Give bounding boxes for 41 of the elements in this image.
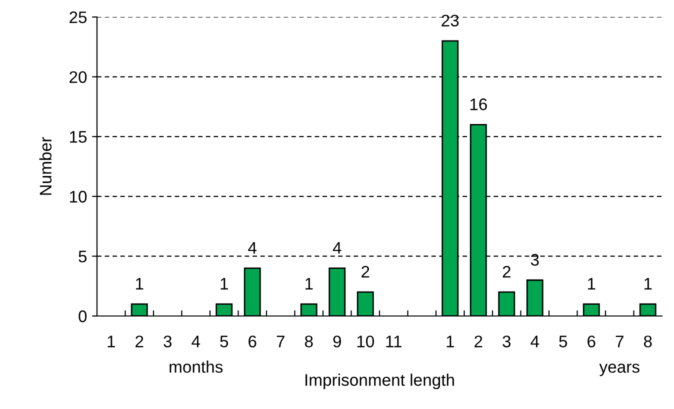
x-tick-label: 10 — [357, 336, 374, 348]
y-tick-label: 25 — [70, 11, 87, 24]
y-tick-label: 0 — [78, 310, 87, 322]
y-tick-label: 15 — [70, 131, 87, 143]
y-tick-label: 10 — [70, 190, 87, 203]
data-label: 1 — [136, 278, 144, 290]
data-label: 1 — [588, 278, 596, 290]
x-tick-label: 2 — [474, 336, 482, 348]
data-label: 23 — [442, 14, 459, 27]
x-tick-label: 1 — [446, 336, 454, 348]
x-tick-label: 5 — [220, 336, 228, 348]
data-label: 1 — [644, 278, 652, 290]
data-label: 4 — [332, 242, 342, 254]
data-label: 2 — [362, 266, 370, 278]
x-tick-label: 11 — [386, 336, 402, 348]
y-axis-title: Number — [39, 137, 52, 195]
x-axis-title: Imprisonment length — [306, 374, 454, 390]
data-label: 4 — [248, 242, 257, 254]
x-tick-label: 4 — [192, 336, 200, 348]
x-tick-label: 7 — [276, 336, 284, 348]
x-tick-label: 3 — [502, 336, 511, 348]
x-tick-label: 1 — [108, 336, 115, 348]
data-label: 1 — [306, 278, 313, 290]
y-tick-label: 5 — [78, 250, 87, 262]
x-tick-label: 7 — [616, 336, 624, 348]
x-tick-label: 5 — [559, 336, 568, 348]
x-tick-label: 9 — [333, 336, 341, 348]
x-tick-label: 4 — [530, 336, 540, 348]
data-label: 2 — [502, 266, 510, 278]
x-tick-label: 2 — [136, 336, 144, 348]
data-label: 1 — [220, 278, 228, 290]
x-tick-label: 8 — [644, 336, 652, 348]
data-label: 3 — [530, 254, 539, 266]
x-tick-label: 6 — [588, 336, 596, 348]
x-tick-label: 3 — [164, 336, 172, 348]
text: months — [170, 360, 223, 373]
data-label: 16 — [470, 98, 487, 110]
x-tick-label: 8 — [304, 336, 313, 348]
x-tick-label: 6 — [248, 336, 256, 348]
y-tick-label: 20 — [70, 71, 87, 84]
text: years — [599, 364, 640, 376]
